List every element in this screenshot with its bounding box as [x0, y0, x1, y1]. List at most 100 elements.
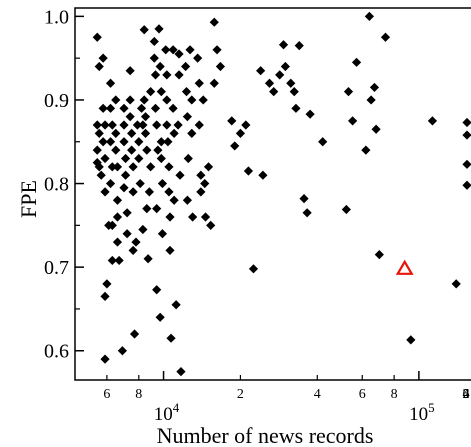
data-point	[174, 49, 184, 59]
data-point	[157, 229, 168, 239]
data-point	[107, 255, 117, 266]
data-point	[152, 204, 162, 214]
data-point	[112, 195, 123, 205]
x-minor-tick-label: 4	[463, 387, 470, 402]
data-point	[462, 130, 471, 140]
data-point	[269, 86, 279, 97]
data-point	[127, 145, 137, 155]
data-point	[165, 245, 175, 256]
data-point	[94, 128, 104, 138]
data-point	[275, 70, 285, 80]
data-point	[119, 120, 129, 130]
data-point	[364, 11, 374, 21]
data-point	[209, 78, 219, 88]
data-point	[142, 204, 152, 214]
data-point	[171, 300, 181, 310]
data-point	[206, 220, 216, 230]
data-point	[100, 291, 110, 302]
data-point	[111, 145, 121, 155]
data-point	[111, 95, 121, 105]
data-point	[112, 162, 123, 172]
y-tick-label: 1.0	[44, 6, 69, 28]
data-point	[92, 158, 102, 168]
data-point	[169, 128, 179, 138]
data-point	[150, 103, 161, 113]
data-point	[100, 153, 110, 164]
x-minor-tick-label: 6	[103, 387, 110, 402]
y-axis-title: FPE	[16, 180, 41, 218]
data-point	[294, 41, 304, 51]
data-point	[92, 120, 102, 130]
data-point	[122, 229, 132, 239]
data-point	[138, 224, 148, 235]
data-point	[105, 103, 116, 113]
data-point	[174, 70, 184, 80]
data-point	[351, 57, 362, 67]
data-point	[146, 86, 156, 97]
data-point	[203, 162, 214, 172]
data-point	[209, 17, 219, 27]
data-point	[227, 116, 237, 126]
data-point	[98, 137, 108, 147]
data-point	[119, 103, 129, 113]
data-point	[125, 95, 135, 105]
x-minor-tick-label: 6	[359, 387, 366, 402]
data-point	[280, 61, 290, 72]
data-point	[128, 162, 138, 172]
data-point	[230, 141, 240, 151]
data-point	[173, 120, 183, 130]
highlighted-point	[395, 259, 414, 275]
data-point	[264, 78, 275, 88]
data-point	[343, 86, 354, 97]
data-point	[161, 45, 171, 55]
data-point	[302, 208, 312, 218]
data-point	[299, 193, 309, 204]
data-point	[185, 45, 195, 55]
data-point	[183, 153, 193, 164]
data-point	[125, 66, 135, 76]
data-point	[462, 180, 471, 190]
data-point	[149, 53, 159, 63]
data-point	[98, 103, 108, 113]
data-point	[138, 120, 148, 130]
data-point	[105, 178, 116, 189]
data-point	[187, 95, 197, 105]
data-point	[92, 32, 102, 42]
data-point	[166, 333, 176, 343]
data-point	[188, 212, 198, 222]
data-point	[361, 145, 371, 155]
data-point	[243, 166, 254, 176]
data-point	[96, 170, 106, 180]
data-point	[117, 346, 127, 356]
data-point	[248, 264, 259, 274]
data-point	[162, 120, 172, 130]
data-point	[155, 61, 165, 72]
data-point	[176, 367, 186, 377]
data-point	[112, 212, 123, 222]
x-minor-tick-label: 8	[391, 387, 398, 402]
data-point	[129, 329, 140, 339]
x-major-tick-label: 105	[409, 400, 435, 425]
data-point	[193, 53, 203, 63]
data-point	[165, 212, 175, 222]
data-point	[132, 120, 143, 130]
data-point	[194, 78, 204, 88]
data-point	[149, 36, 159, 47]
data-point	[120, 170, 131, 180]
data-point	[182, 195, 193, 205]
data-point	[169, 195, 179, 205]
x-minor-tick-label: 6	[463, 387, 470, 402]
data-point	[374, 250, 384, 260]
data-point	[156, 137, 166, 147]
data-point	[157, 178, 168, 189]
data-point	[235, 128, 246, 138]
data-point	[168, 103, 178, 113]
data-point	[105, 137, 116, 147]
data-point	[200, 178, 210, 189]
data-point	[371, 124, 381, 134]
data-point	[139, 25, 149, 35]
data-point	[187, 128, 197, 138]
data-point	[140, 128, 151, 138]
x-minor-tick-label: 2	[463, 387, 470, 402]
